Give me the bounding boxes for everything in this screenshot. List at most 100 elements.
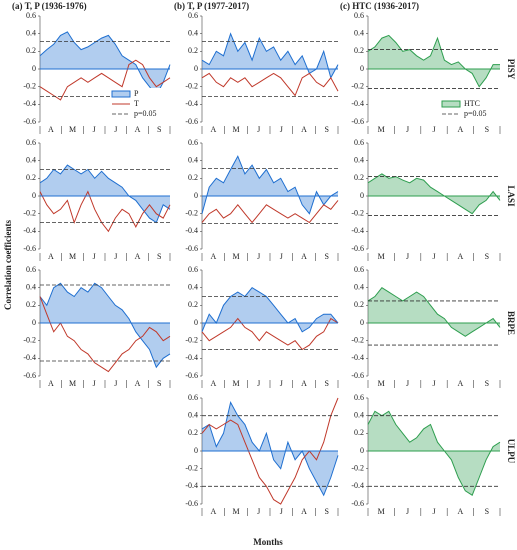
legend-swatch (441, 100, 461, 108)
x-tick-label: S (157, 125, 161, 134)
x-tick-label: A (210, 252, 216, 261)
line (367, 173, 501, 215)
y-tick-label: -0.2 (185, 463, 198, 472)
x-tick-label: J (114, 125, 117, 134)
y-tick-label: 0.4 (188, 155, 198, 164)
x-tick-label: S (324, 125, 328, 134)
site-label: ULPU (506, 439, 516, 464)
y-tick-label: -0.2 (23, 81, 36, 90)
line (367, 34, 500, 88)
y-tick-label: 0.4 (26, 155, 36, 164)
area (368, 35, 500, 87)
line (201, 397, 339, 505)
x-tick-label: A (458, 125, 464, 134)
y-tick-label: 0.2 (354, 428, 364, 437)
y-tick-label: -0.6 (23, 371, 36, 380)
area (368, 287, 500, 337)
y-tick-label: 0 (194, 64, 198, 73)
x-tick-label: S (324, 507, 328, 516)
legend-label: T (134, 99, 139, 108)
y-tick-label: -0.6 (351, 499, 364, 508)
x-tick-label: M (69, 379, 76, 388)
line (201, 200, 339, 224)
x-tick-label: J (406, 125, 409, 134)
y-tick-label: -0.2 (351, 208, 364, 217)
line (201, 400, 339, 497)
x-tick-label: J (280, 252, 283, 261)
y-tick-label: 0.2 (26, 300, 36, 309)
y-tick-label: -0.4 (185, 353, 198, 362)
line (201, 72, 339, 97)
x-tick-label: M (232, 379, 239, 388)
y-tick-label: -0.2 (351, 335, 364, 344)
y-tick-label: -0.2 (185, 335, 198, 344)
y-tick-label: 0.6 (188, 393, 198, 402)
y-tick-label: 0.4 (354, 410, 364, 419)
x-tick-label: S (157, 379, 161, 388)
y-tick-label: 0.4 (188, 28, 198, 37)
y-tick-label: 0 (360, 318, 364, 327)
y-tick-label: 0 (32, 191, 36, 200)
y-tick-label: -0.4 (23, 99, 36, 108)
x-tick-label: J (432, 379, 435, 388)
x-tick-label: J (93, 379, 96, 388)
y-tick-label: 0.6 (354, 11, 364, 20)
x-tick-label: A (301, 252, 307, 261)
y-tick-label: 0.2 (26, 173, 36, 182)
x-tick-label: J (257, 252, 260, 261)
y-tick-label: 0.6 (26, 11, 36, 20)
line (39, 190, 171, 233)
y-tick-label: 0.6 (354, 265, 364, 274)
x-tick-label: A (210, 125, 216, 134)
y-tick-label: -0.4 (351, 481, 364, 490)
y-tick-label: 0.4 (188, 410, 198, 419)
y-tick-label: -0.4 (23, 226, 36, 235)
y-tick-label: -0.2 (351, 463, 364, 472)
line (201, 317, 339, 351)
y-tick-label: -0.6 (185, 499, 198, 508)
y-tick-label: -0.2 (185, 208, 198, 217)
site-label: LASI (506, 185, 516, 207)
x-tick-label: A (135, 379, 141, 388)
y-tick-label: 0.2 (188, 300, 198, 309)
y-tick-label: -0.4 (185, 226, 198, 235)
site-label: PISY (506, 59, 516, 80)
y-tick-label: 0.4 (354, 155, 364, 164)
x-tick-label: A (210, 507, 216, 516)
y-tick-label: 0.2 (354, 46, 364, 55)
y-tick-label: 0 (194, 318, 198, 327)
x-tick-label: J (280, 125, 283, 134)
legend-label: p=0.05 (464, 109, 487, 118)
y-tick-label: 0.2 (188, 428, 198, 437)
y-tick-label: 0.4 (354, 282, 364, 291)
line (367, 287, 501, 337)
y-tick-label: 0.2 (188, 173, 198, 182)
x-tick-label: A (301, 125, 307, 134)
y-tick-label: -0.6 (185, 371, 198, 380)
x-tick-label: S (324, 379, 328, 388)
x-tick-label: M (378, 125, 385, 134)
x-tick-label: J (257, 507, 260, 516)
x-tick-label: S (485, 252, 489, 261)
x-tick-label: J (432, 125, 435, 134)
area (202, 402, 338, 496)
x-tick-label: S (485, 507, 489, 516)
x-tick-label: A (48, 379, 54, 388)
y-tick-label: -0.2 (23, 208, 36, 217)
x-tick-label: A (210, 379, 216, 388)
x-tick-label: M (378, 507, 385, 516)
y-tick-label: -0.2 (185, 81, 198, 90)
x-tick-label: J (93, 252, 96, 261)
area (40, 283, 170, 368)
x-tick-label: A (458, 252, 464, 261)
y-tick-label: 0.2 (188, 46, 198, 55)
x-tick-label: A (301, 379, 307, 388)
y-tick-label: -0.6 (23, 117, 36, 126)
x-tick-label: J (406, 252, 409, 261)
y-tick-label: 0.6 (26, 138, 36, 147)
legend-swatch (111, 90, 131, 98)
area (368, 173, 500, 214)
x-tick-label: J (406, 507, 409, 516)
y-tick-label: 0.6 (26, 265, 36, 274)
y-tick-label: 0.4 (26, 282, 36, 291)
